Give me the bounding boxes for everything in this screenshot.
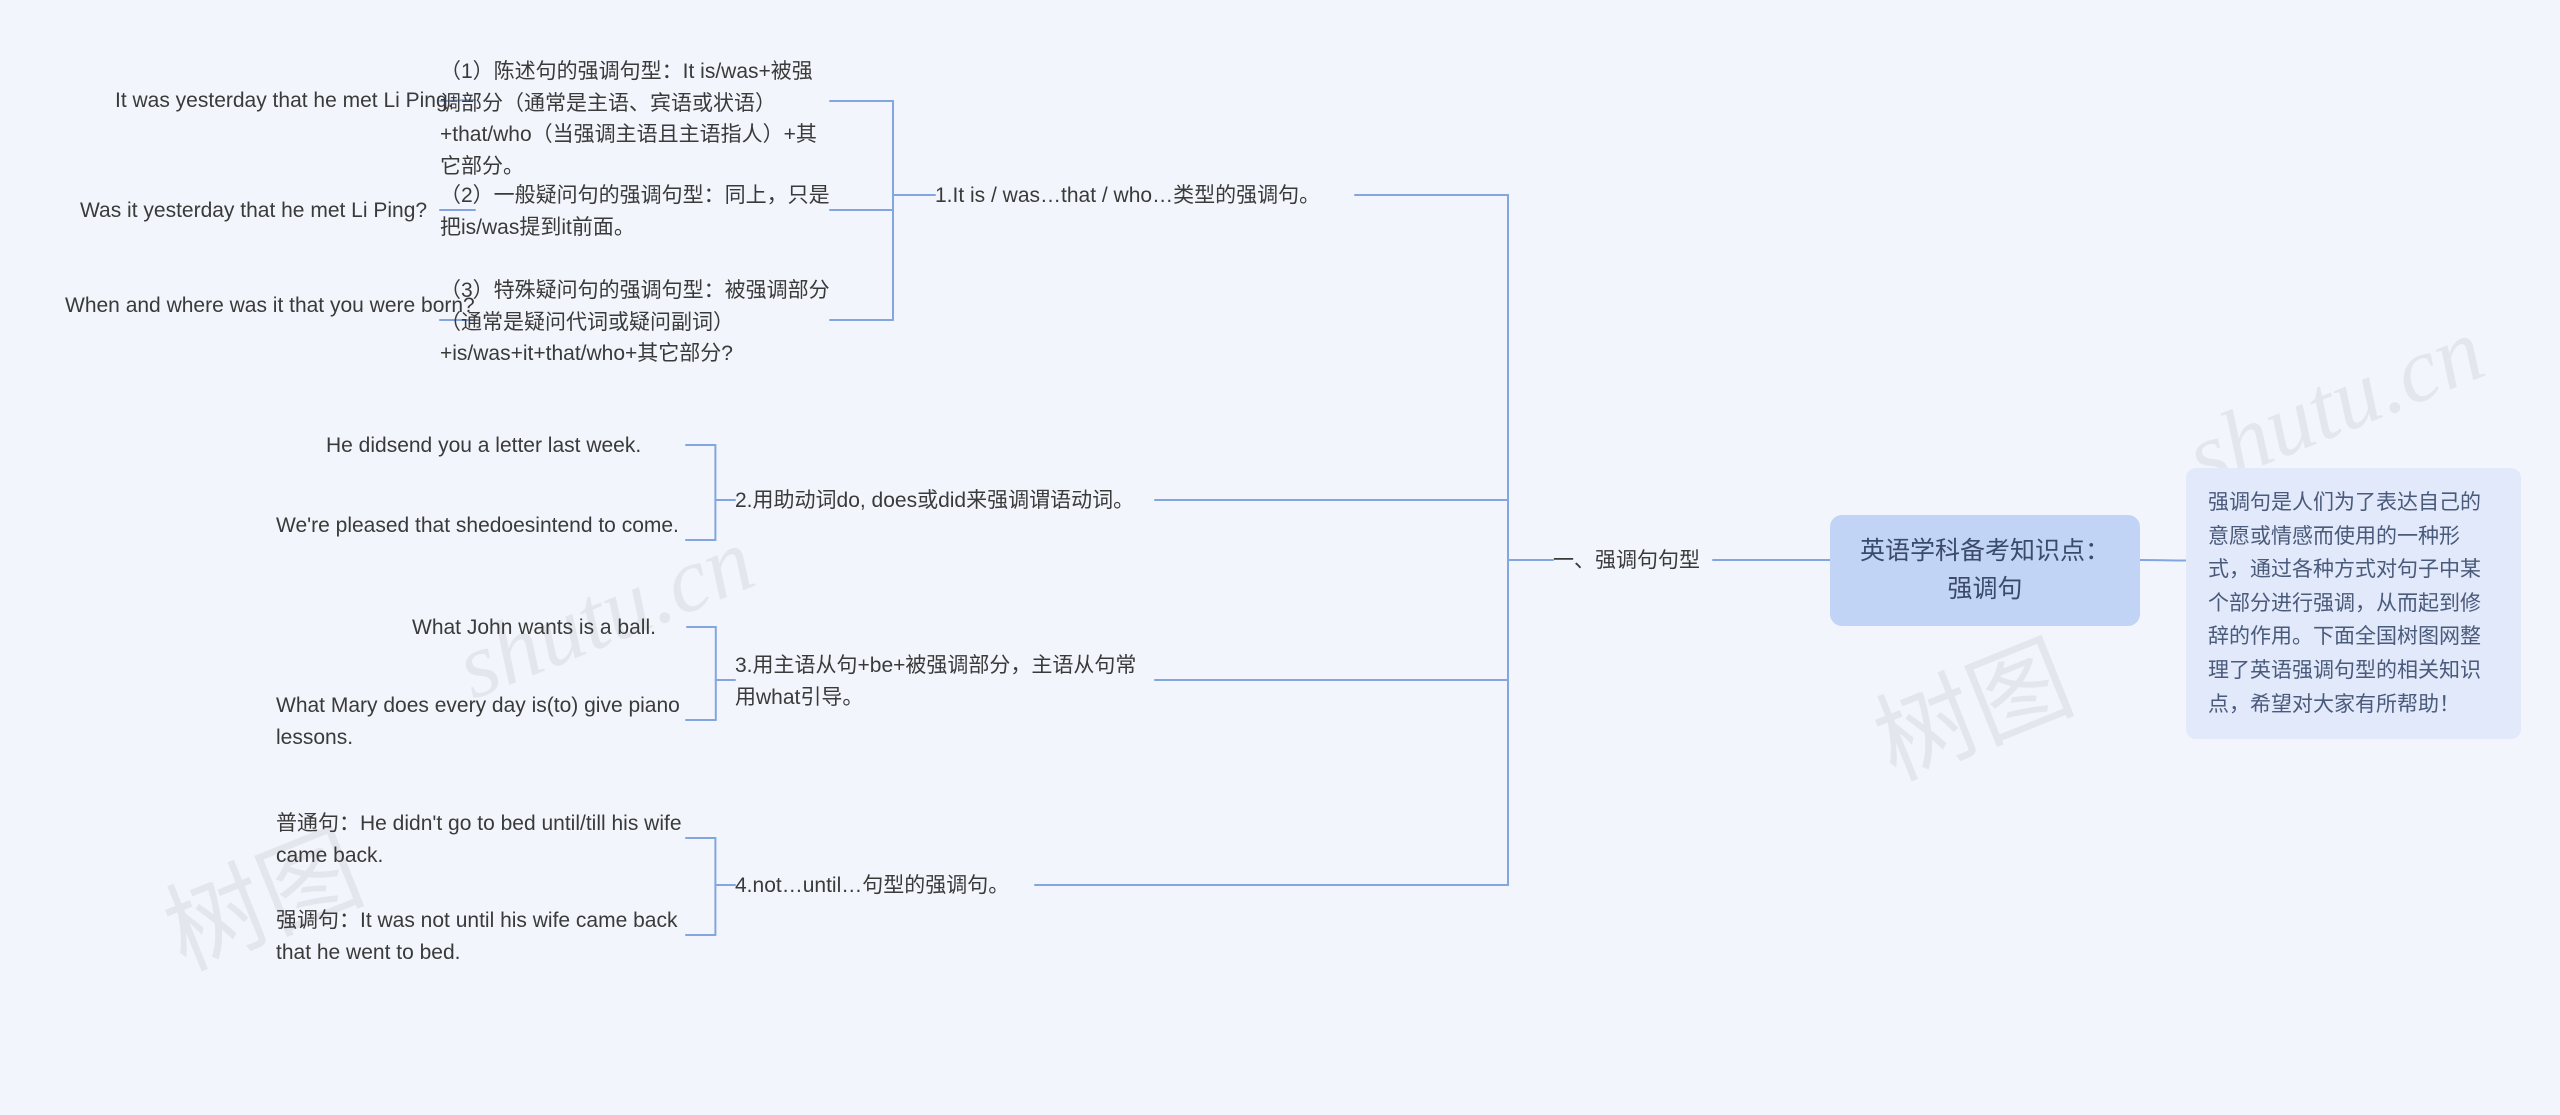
example-1b: Was it yesterday that he met Li Ping?: [80, 195, 475, 227]
example-1a: It was yesterday that he met Li Ping.: [115, 85, 475, 117]
example-3b: What Mary does every day is(to) give pia…: [276, 690, 686, 753]
example-4b: 强调句：It was not until his wife came back …: [276, 905, 686, 968]
topic-3: 3.用主语从句+be+被强调部分，主语从句常用what引导。: [735, 650, 1155, 713]
example-2a: He didsend you a letter last week.: [326, 430, 686, 462]
example-4a: 普通句：He didn't go to bed until/till his w…: [276, 808, 686, 871]
topic-1: 1.It is / was…that / who…类型的强调句。: [935, 180, 1355, 212]
section-heading-1: 一、强调句句型: [1553, 545, 1713, 577]
example-1c: When and where was it that you were born…: [65, 290, 475, 322]
topic-1a: （1）陈述句的强调句型：It is/was+被强调部分（通常是主语、宾语或状语）…: [440, 56, 830, 182]
example-3a: What John wants is a ball.: [412, 612, 687, 644]
topic-2: 2.用助动词do, does或did来强调谓语动词。: [735, 485, 1155, 517]
topic-1c: （3）特殊疑问句的强调句型：被强调部分（通常是疑问代词或疑问副词）+is/was…: [440, 275, 830, 370]
intro-node: 强调句是人们为了表达自己的意愿或情感而使用的一种形式，通过各种方式对句子中某个部…: [2186, 468, 2521, 739]
example-2b: We're pleased that shedoesintend to come…: [276, 510, 686, 542]
topic-4: 4.not…until…句型的强调句。: [735, 870, 1035, 902]
root-node: 英语学科备考知识点：强调句: [1830, 515, 2140, 626]
topic-1b: （2）一般疑问句的强调句型：同上，只是把is/was提到it前面。: [440, 180, 830, 243]
